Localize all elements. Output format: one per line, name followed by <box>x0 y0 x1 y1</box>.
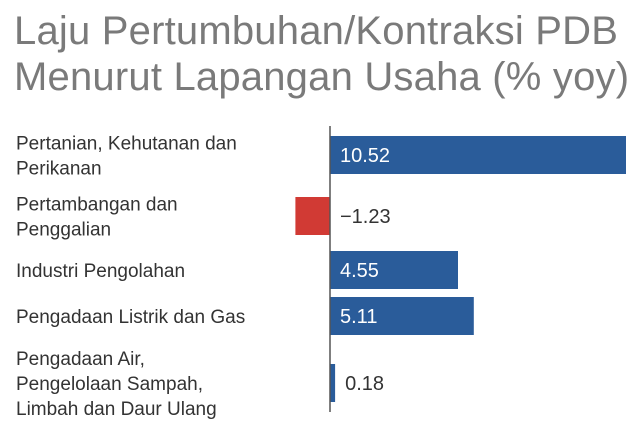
category-label-4-1: Pengelolaan Sampah, <box>16 374 203 395</box>
bar-2 <box>330 251 458 289</box>
category-label-0-1: Perikanan <box>16 159 102 180</box>
category-label-4-2: Limbah dan Daur Ulang <box>16 399 217 420</box>
category-label-3-0: Pengadaan Listrik dan Gas <box>16 307 245 328</box>
category-label-4-0: Pengadaan Air, <box>16 349 145 370</box>
bar-1 <box>295 197 330 235</box>
chart-title: Laju Pertumbuhan/Kontraksi PDB Menurut L… <box>14 8 634 100</box>
chart-title-line-1: Laju Pertumbuhan/Kontraksi PDB <box>14 9 619 53</box>
bar-4 <box>330 364 336 402</box>
bar-3 <box>330 297 474 335</box>
data-label-0: 10.52 <box>340 145 390 167</box>
category-label-1-1: Penggalian <box>16 220 111 241</box>
category-label-2-0: Industri Pengolahan <box>16 261 185 282</box>
category-label-0-0: Pertanian, Kehutanan dan <box>16 134 237 155</box>
bar-0 <box>330 136 626 174</box>
data-label-1: −1.23 <box>340 206 391 228</box>
data-label-3: 5.11 <box>340 306 377 328</box>
chart-title-line-2: Menurut Lapangan Usaha (% yoy) <box>14 55 630 99</box>
category-label-1-0: Pertambangan dan <box>16 195 178 216</box>
data-label-4: 0.18 <box>345 373 384 395</box>
data-label-2: 4.55 <box>340 260 379 282</box>
